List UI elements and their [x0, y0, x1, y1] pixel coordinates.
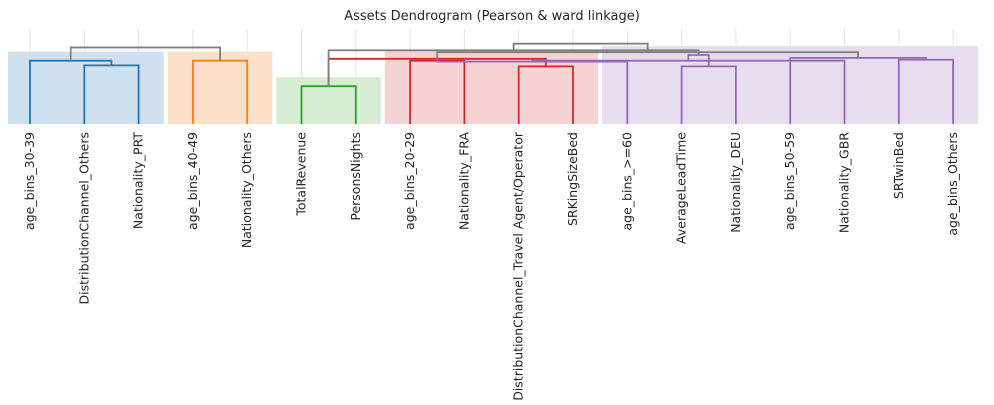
leaf-labels: age_bins_30-39 DistributionChannel_Others… [22, 131, 960, 401]
chart-title: Assets Dendrogram (Pearson & ward linkag… [344, 9, 640, 24]
leaf-label: SRKingSizeBed [565, 132, 580, 226]
dendrogram-link [512, 42, 649, 53]
leaf-label: age_bins_40-49 [185, 132, 200, 230]
leaf-label: age_bins_50-59 [782, 132, 797, 230]
leaf-label: age_bins_>=60 [619, 132, 634, 231]
leaf-label: DistributionChannel_Travel Agent/Operato… [511, 131, 526, 401]
cluster-band [8, 51, 164, 125]
leaf-label: Nationality_GBR [837, 132, 852, 233]
leaf-label: age_bins_Others [945, 132, 960, 236]
leaf-label: age_bins_30-39 [22, 132, 37, 230]
leaf-label: SRTwinBed [891, 132, 906, 199]
leaf-label: TotalRevenue [294, 132, 309, 217]
cluster-band [167, 51, 273, 125]
dendrogram-links [29, 42, 954, 124]
leaf-label: Nationality_DEU [728, 132, 743, 233]
leaf-label: Nationality_Others [239, 132, 254, 248]
leaf-label: Nationality_FRA [456, 132, 471, 230]
leaf-label: Nationality_PRT [131, 132, 146, 229]
leaf-label: age_bins_20-29 [402, 132, 417, 230]
leaf-label: AverageLeadTime [674, 132, 689, 244]
leaf-label: PersonsNights [348, 132, 363, 221]
leaf-label: DistributionChannel_Others [76, 132, 91, 305]
dendrogram-link [69, 46, 221, 61]
